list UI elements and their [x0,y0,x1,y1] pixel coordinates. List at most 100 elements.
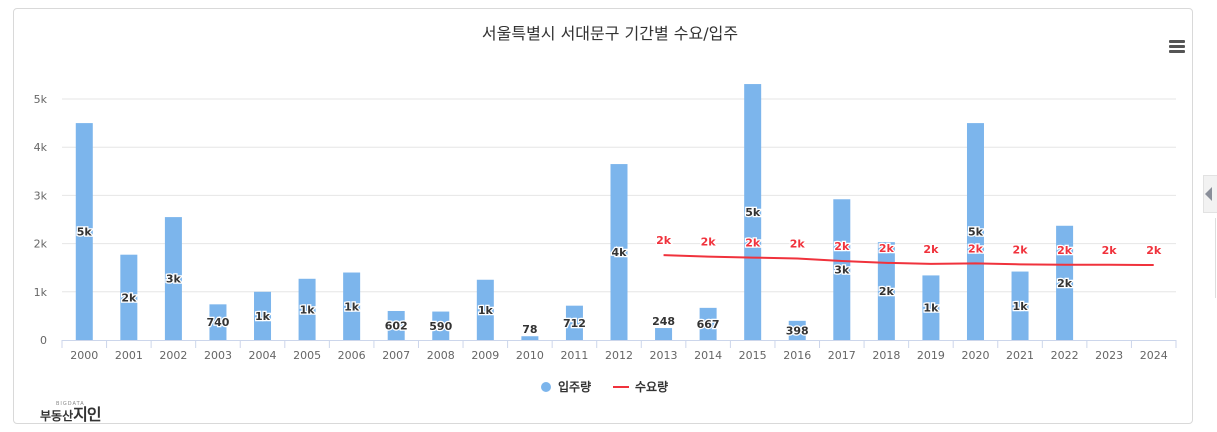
bar-data-label: 1k [255,310,271,323]
bar [922,275,940,340]
bar-data-label: 78 [522,323,537,336]
bar [164,217,182,340]
bar-data-label: 2k [121,291,137,304]
x-tick-label: 2007 [382,349,410,362]
bar-data-label: 712 [563,317,586,330]
x-tick-label: 2015 [739,349,767,362]
y-tick-label: 0 [40,334,47,347]
bar-data-label: 398 [786,324,809,337]
line-data-label: 2k [745,237,761,250]
bar [476,279,494,340]
legend-label-bar: 입주량 [558,380,591,394]
bar-data-label: 3k [166,273,182,286]
x-tick-label: 2016 [783,349,811,362]
bar-data-label: 602 [385,319,408,332]
demand-line [663,254,1154,267]
bar-data-label: 3k [834,264,850,277]
line-data-label: 2k [1146,244,1162,257]
bar-data-label: 1k [344,300,360,313]
bar [432,311,450,340]
x-tick-label: 2017 [828,349,856,362]
x-tick-label: 2001 [115,349,143,362]
bar [343,272,361,340]
bar [1056,225,1074,340]
x-tick-label: 2010 [516,349,544,362]
bar-data-label: 2k [1057,277,1073,290]
x-tick-label: 2004 [249,349,277,362]
y-tick-label: 5k [34,93,48,106]
bar [254,291,272,340]
logo-main-text: 부동산지인 [40,407,106,424]
x-tick-label: 2018 [872,349,900,362]
bar [387,310,405,340]
y-tick-label: 1k [34,286,48,299]
hamburger-menu-icon[interactable] [1169,40,1185,54]
x-tick-label: 2023 [1095,349,1123,362]
x-tick-label: 2022 [1051,349,1079,362]
bar [833,199,851,340]
bar [788,320,806,340]
bar [298,278,316,340]
x-tick-label: 2014 [694,349,722,362]
bar-data-label: 667 [697,318,720,331]
chart-svg: 서울특별시 서대문구 기간별 수요/입주 0 1k 2k 3k 4k 5k 2000 2001 2… [34,24,1177,394]
bar [655,328,673,340]
legend-marker-bar [541,382,551,392]
logo-word: 부동산 [40,409,74,423]
bar-data-label: 5k [745,206,761,219]
bar [209,304,227,340]
bar [521,336,539,340]
x-tick-label: 2008 [427,349,455,362]
x-tick-label: 2019 [917,349,945,362]
x-tick-label: 2006 [338,349,366,362]
bar-data-label: 2k [879,285,895,298]
x-tick-label: 2000 [70,349,98,362]
x-tick-label: 2024 [1140,349,1168,362]
bar-data-label: 248 [652,315,675,328]
y-tick-label: 3k [34,189,48,202]
bar [1011,271,1029,340]
line-data-label: 2k [834,240,850,253]
bar-data-label: 1k [300,303,316,316]
bar [120,254,138,340]
bar-data-label: 5k [968,226,984,239]
line-data-label: 2k [879,242,895,255]
bar [877,242,895,340]
side-panel-toggle[interactable] [1203,175,1217,213]
x-tick-label: 2011 [560,349,588,362]
bar-data-label: 4k [612,246,628,259]
bar [565,305,583,340]
side-divider [1215,218,1216,298]
line-data-label: 2k [1013,243,1029,256]
logo-word-big: 지인 [73,405,101,424]
x-tick-label: 2020 [961,349,989,362]
bar-data-label: 1k [1013,300,1029,313]
bar-data-label: 1k [923,302,939,315]
x-tick-label: 2002 [159,349,187,362]
line-data-label: 2k [1102,244,1118,257]
x-tick-label: 2012 [605,349,633,362]
logo: BIGDATA 부동산지인 [40,401,106,429]
line-data-label: 2k [701,236,717,249]
x-tick-label: 2005 [293,349,321,362]
chart-title: 서울특별시 서대문구 기간별 수요/입주 [482,24,738,43]
bar [610,164,628,340]
bar [744,84,762,340]
y-tick-label: 4k [34,141,48,154]
logo-top-text: BIGDATA [56,401,85,407]
line-data-label: 2k [1057,244,1073,257]
line-data-label: 2k [790,238,806,251]
bar-data-label: 740 [206,316,229,329]
bar [699,307,717,340]
y-tick-label: 2k [34,238,48,251]
bar-data-label: 5k [77,226,93,239]
bar [966,123,984,340]
x-tick-label: 2003 [204,349,232,362]
bar-data-label: 590 [429,320,452,333]
chart-card: 서울특별시 서대문구 기간별 수요/입주 0 1k 2k 3k 4k 5k 2000 2001 2… [13,8,1193,424]
bar [75,123,93,340]
line-data-label: 2k [656,234,672,247]
x-tick-label: 2013 [650,349,678,362]
line-data-label: 2k [968,242,984,255]
bar-data-label: 1k [478,304,494,317]
